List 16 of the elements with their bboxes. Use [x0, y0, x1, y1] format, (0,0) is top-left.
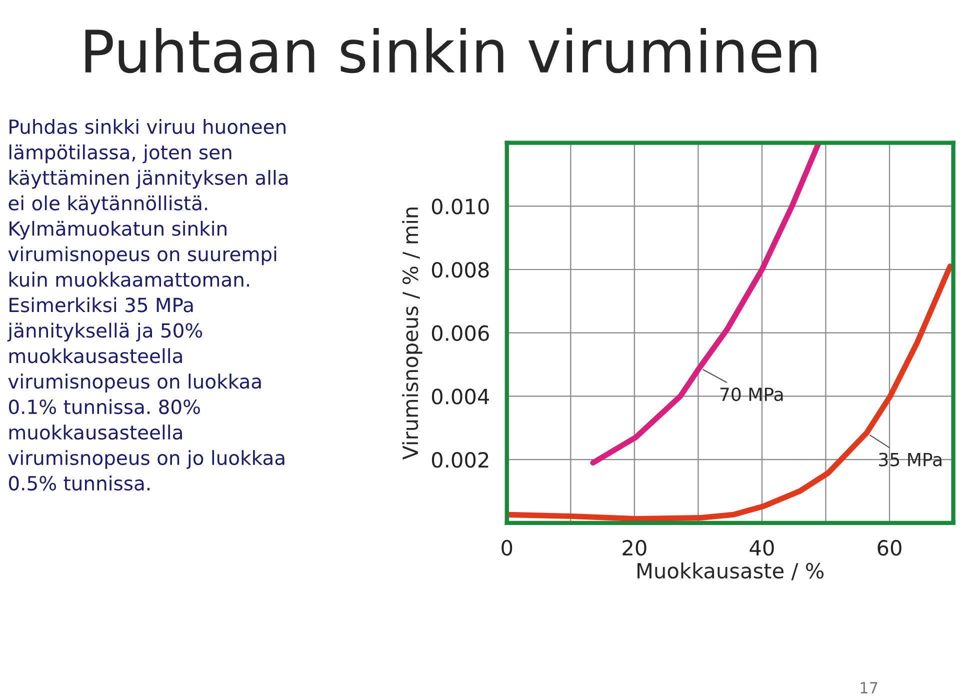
y-tick-label: 0.006: [432, 325, 489, 342]
y-tick-label: 0.002: [432, 452, 488, 468]
text: Puhdas sinkki viruu huoneen lämpötilassa, joten sen käyttäminen jännityksen alla ei ole käytännöllistä. Kylmämuokatun sinkin virumisnopeus on suurempi kuin muokkaamattoman. Esimerkiksi 35 MPa jännityksellä ja 50% muokkausasteella virumisnopeus on luokkaa 0.1% tunnissa. 80% muokkausasteella virumisnopeus on jo luokkaa 0.5% tunnissa.: [7, 119, 288, 491]
x-tick-label: 40: [750, 540, 774, 556]
series-label: 35 MPa: [879, 452, 942, 466]
x-axis-title: Muokkausaste / %: [638, 562, 824, 580]
text: 17: [860, 682, 878, 694]
x-tick-label: 0: [502, 540, 512, 556]
y-tick-label: 0.008: [432, 262, 489, 278]
x-tick-label: 20: [622, 540, 646, 556]
chart-title: Puhtaan sinkin viruminen: [85, 28, 816, 74]
series-label: 70 MPa: [720, 387, 783, 402]
y-tick-label: 0.010: [432, 198, 489, 214]
x-tick-label: 60: [878, 540, 902, 556]
y-axis-title: Virumisnopeus / % / min: [402, 208, 422, 460]
y-tick-label: 0.004: [432, 388, 490, 404]
